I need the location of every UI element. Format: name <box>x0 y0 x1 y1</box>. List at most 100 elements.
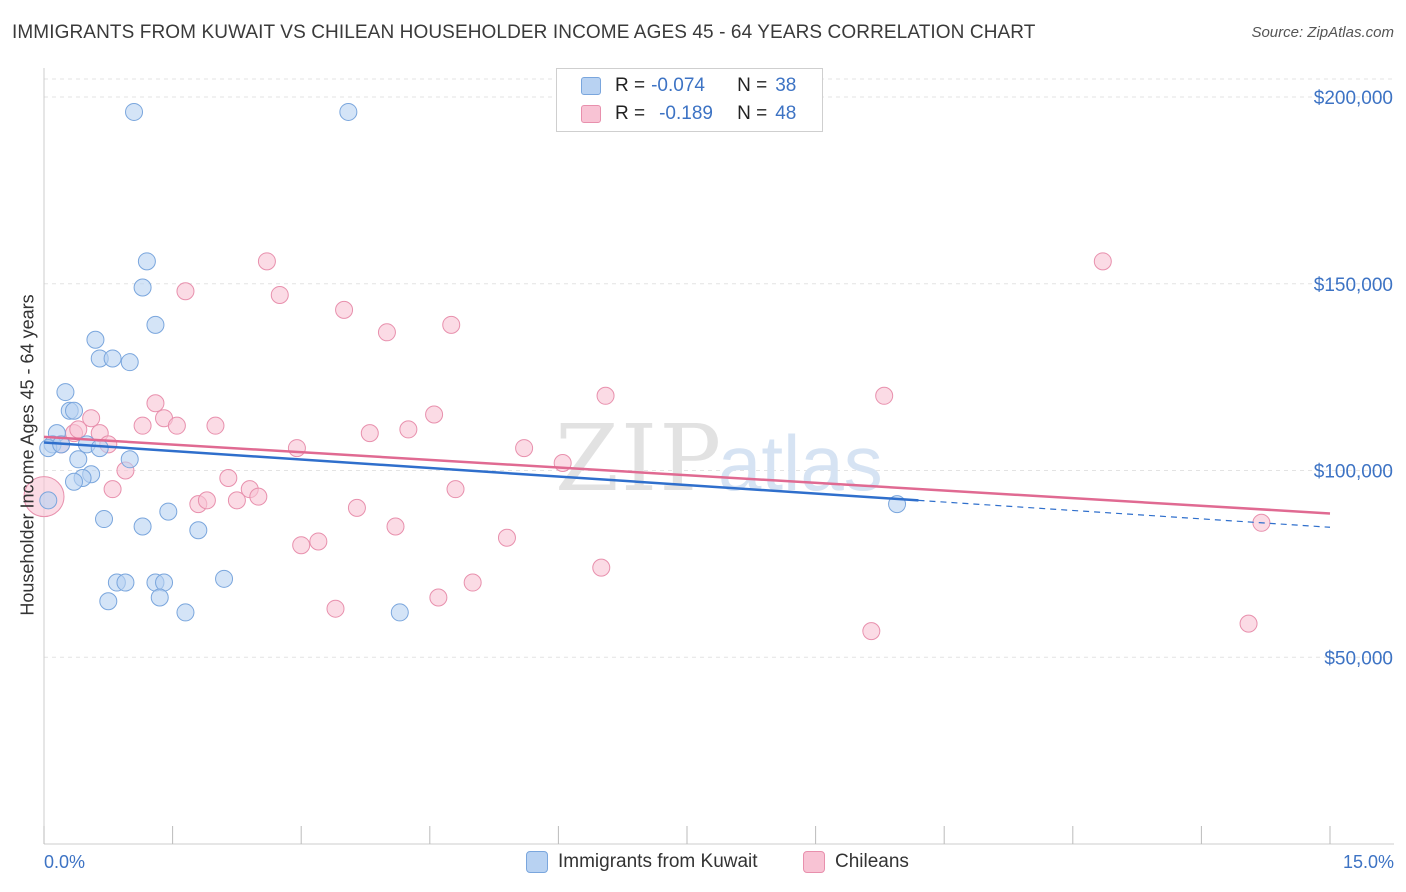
point-kuwait <box>95 510 114 529</box>
y-axis-label: Householder Income Ages 45 - 64 years <box>17 294 38 616</box>
point-chileans <box>167 416 186 435</box>
point-kuwait <box>65 401 84 420</box>
point-kuwait <box>69 450 88 469</box>
watermark: ZIP atlas <box>555 405 883 512</box>
point-kuwait <box>155 573 174 592</box>
point-kuwait <box>150 588 169 607</box>
point-chileans <box>326 599 345 618</box>
point-kuwait <box>90 439 109 458</box>
trend-line-chileans <box>43 435 1331 515</box>
legend-n-value-kuwait: 38 <box>775 75 797 96</box>
point-chileans <box>377 323 396 342</box>
legend-row-kuwait: R = -0.074 N = 38 <box>581 73 796 99</box>
point-chileans <box>219 468 238 487</box>
point-kuwait <box>133 278 152 297</box>
legend-r-label: R = <box>615 103 646 124</box>
y-tick-labels: $200,000 $150,000 $100,000 $50,000 <box>1314 88 1393 669</box>
point-chileans <box>592 558 611 577</box>
point-chileans <box>133 416 152 435</box>
point-chileans <box>249 487 268 506</box>
correlation-legend: R = -0.074 N = 38 R = -0.189 N = 48 <box>556 68 823 132</box>
point-chileans <box>197 491 216 510</box>
point-kuwait <box>99 592 118 611</box>
point-chileans <box>497 528 516 547</box>
point-kuwait <box>390 603 409 622</box>
legend-r-label: R = <box>615 75 646 96</box>
point-kuwait <box>215 569 234 588</box>
point-chileans <box>176 282 195 301</box>
watermark-zip: ZIP <box>555 405 723 512</box>
y-tick-label: $200,000 <box>1314 88 1393 109</box>
gridlines <box>44 78 1394 658</box>
point-chileans <box>335 300 354 319</box>
data-points <box>23 102 1271 641</box>
point-chileans <box>875 386 894 405</box>
point-kuwait <box>116 573 135 592</box>
bottom-legend-swatch-pink <box>803 851 825 873</box>
bottom-legend-label-chileans: Chileans <box>835 851 909 872</box>
point-kuwait <box>133 517 152 536</box>
trend-lines <box>43 435 1331 528</box>
point-chileans <box>399 420 418 439</box>
bottom-legend-label-kuwait: Immigrants from Kuwait <box>558 851 758 872</box>
point-chileans <box>360 424 379 443</box>
point-chileans <box>292 536 311 555</box>
point-kuwait <box>65 472 84 491</box>
point-kuwait <box>176 603 195 622</box>
point-kuwait <box>103 349 122 368</box>
point-chileans <box>425 405 444 424</box>
trend-line-kuwait-extension <box>918 499 1331 528</box>
point-chileans <box>463 573 482 592</box>
point-chileans <box>442 315 461 334</box>
point-chileans <box>257 252 276 271</box>
trend-line-kuwait <box>43 441 919 502</box>
bottom-legend-swatch-blue <box>526 851 548 873</box>
x-tick-label-max: 15.0% <box>1342 852 1394 872</box>
point-kuwait <box>120 353 139 372</box>
point-chileans <box>103 480 122 499</box>
point-chileans <box>515 439 534 458</box>
point-chileans <box>386 517 405 536</box>
point-chileans <box>206 416 225 435</box>
point-chileans <box>429 588 448 607</box>
point-chileans <box>82 409 101 428</box>
point-kuwait <box>146 315 165 334</box>
legend-n-label: N = <box>737 103 768 124</box>
source-credit: Source: ZipAtlas.com <box>1251 24 1394 41</box>
legend-r-value-kuwait: -0.074 <box>651 75 705 96</box>
chart-title: IMMIGRANTS FROM KUWAIT VS CHILEAN HOUSEH… <box>12 22 1036 43</box>
point-chileans <box>446 480 465 499</box>
legend-swatch-pink <box>581 105 601 123</box>
point-chileans <box>596 386 615 405</box>
point-kuwait <box>159 502 178 521</box>
legend-swatch-blue <box>581 77 601 95</box>
y-tick-label: $50,000 <box>1324 648 1393 669</box>
y-tick-label: $100,000 <box>1314 462 1393 483</box>
point-chileans <box>1093 252 1112 271</box>
point-chileans <box>287 439 306 458</box>
point-kuwait <box>39 491 58 510</box>
point-kuwait <box>86 330 105 349</box>
point-kuwait <box>56 383 75 402</box>
legend-row-chileans: R = -0.189 N = 48 <box>581 101 796 127</box>
x-tick-label-min: 0.0% <box>44 852 86 872</box>
point-chileans <box>1239 614 1258 633</box>
legend-n-value-chileans: 48 <box>775 103 797 124</box>
point-kuwait <box>189 521 208 540</box>
point-chileans <box>146 394 165 413</box>
point-kuwait <box>120 450 139 469</box>
point-kuwait <box>137 252 156 271</box>
point-chileans <box>347 498 366 517</box>
bottom-legend-chileans[interactable]: Chileans <box>803 851 909 873</box>
bottom-legend-kuwait[interactable]: Immigrants from Kuwait <box>526 851 758 873</box>
legend-n-label: N = <box>737 75 768 96</box>
legend-r-value-chileans: -0.189 <box>659 103 713 124</box>
point-chileans <box>270 285 289 304</box>
point-kuwait <box>125 102 144 121</box>
point-kuwait <box>339 102 358 121</box>
y-tick-label: $150,000 <box>1314 275 1393 296</box>
point-chileans <box>862 622 881 641</box>
point-chileans <box>227 491 246 510</box>
point-chileans <box>309 532 328 551</box>
